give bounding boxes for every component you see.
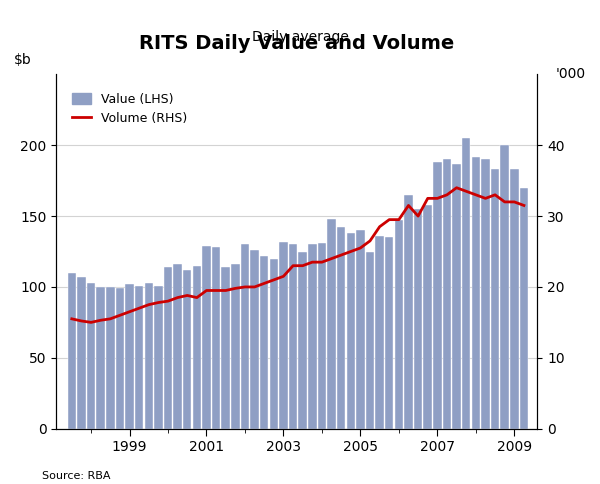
- Bar: [481, 159, 490, 429]
- Bar: [414, 209, 422, 429]
- Bar: [183, 270, 191, 429]
- Legend: Value (LHS), Volume (RHS): Value (LHS), Volume (RHS): [67, 88, 193, 130]
- Bar: [366, 252, 374, 429]
- Bar: [491, 169, 499, 429]
- Bar: [106, 287, 115, 429]
- Bar: [317, 243, 326, 429]
- Bar: [433, 162, 442, 429]
- Bar: [424, 205, 432, 429]
- Bar: [337, 227, 346, 429]
- Bar: [395, 220, 403, 429]
- Bar: [298, 252, 307, 429]
- Bar: [116, 288, 124, 429]
- Bar: [135, 286, 143, 429]
- Bar: [260, 256, 268, 429]
- Y-axis label: '000: '000: [556, 67, 586, 81]
- Bar: [510, 169, 518, 429]
- Bar: [173, 264, 182, 429]
- Y-axis label: $b: $b: [14, 53, 32, 67]
- Text: Source: RBA: Source: RBA: [42, 471, 110, 481]
- Title: RITS Daily Value and Volume: RITS Daily Value and Volume: [139, 34, 455, 53]
- Bar: [164, 267, 172, 429]
- Bar: [356, 230, 365, 429]
- Bar: [154, 286, 163, 429]
- Bar: [269, 258, 278, 429]
- Bar: [279, 242, 287, 429]
- Bar: [462, 138, 470, 429]
- Bar: [385, 237, 394, 429]
- Bar: [202, 246, 211, 429]
- Bar: [145, 283, 153, 429]
- Bar: [443, 159, 451, 429]
- Bar: [241, 244, 249, 429]
- Bar: [77, 277, 86, 429]
- Bar: [193, 266, 201, 429]
- Bar: [289, 244, 297, 429]
- Bar: [97, 287, 105, 429]
- Bar: [452, 164, 461, 429]
- Bar: [231, 264, 239, 429]
- Bar: [68, 273, 76, 429]
- Bar: [125, 284, 134, 429]
- Bar: [250, 250, 259, 429]
- Bar: [376, 236, 384, 429]
- Bar: [221, 267, 230, 429]
- Bar: [308, 244, 317, 429]
- Bar: [404, 195, 413, 429]
- Bar: [212, 247, 220, 429]
- Bar: [472, 156, 480, 429]
- Bar: [328, 219, 336, 429]
- Bar: [87, 283, 95, 429]
- Bar: [347, 233, 355, 429]
- Text: Daily average: Daily average: [251, 30, 349, 44]
- Bar: [520, 188, 528, 429]
- Bar: [500, 145, 509, 429]
